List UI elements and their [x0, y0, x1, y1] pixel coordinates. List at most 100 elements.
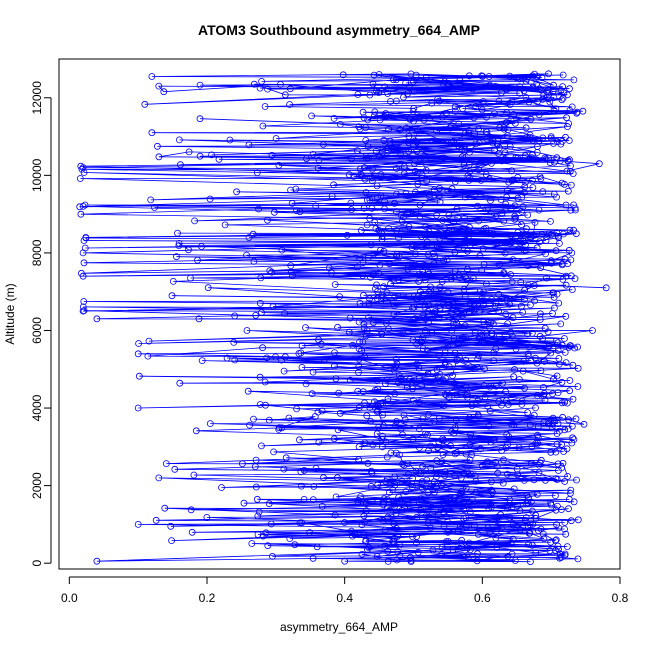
data-point — [360, 324, 368, 332]
data-point — [386, 137, 394, 145]
data-point — [537, 367, 545, 375]
data-point — [375, 269, 383, 277]
data-point — [379, 517, 387, 524]
data-point — [399, 292, 407, 300]
data-point — [363, 412, 371, 420]
data-point — [456, 77, 464, 84]
data-point — [453, 391, 461, 399]
data-point — [331, 511, 339, 519]
data-point — [347, 199, 355, 207]
data-point — [79, 202, 87, 210]
data-point — [423, 230, 431, 237]
data-point — [459, 153, 466, 161]
y-tick-label: 2000 — [30, 472, 44, 499]
data-point — [155, 153, 163, 161]
data-point — [486, 528, 494, 536]
data-point — [369, 441, 377, 449]
data-point — [451, 349, 459, 357]
y-axis: 0 2000 4000 6000 8000 10000 12000 — [30, 81, 52, 567]
data-point — [519, 237, 527, 245]
data-point — [376, 261, 384, 269]
data-point — [268, 151, 276, 159]
data-point — [231, 356, 239, 364]
data-point — [334, 426, 342, 434]
x-tick-label: 0.8 — [612, 591, 629, 605]
data-point — [345, 171, 353, 179]
data-point — [496, 144, 503, 152]
data-point — [450, 137, 458, 145]
data-point — [264, 542, 272, 550]
data-point — [546, 159, 554, 167]
data-point — [504, 156, 512, 164]
data-point — [422, 223, 430, 231]
data-point — [369, 80, 377, 88]
data-point — [435, 352, 443, 359]
data-point — [579, 107, 587, 115]
data-point — [359, 272, 367, 279]
data-point — [474, 355, 482, 363]
data-point — [363, 546, 371, 553]
data-point — [485, 73, 493, 80]
data-point — [538, 74, 546, 82]
data-point — [533, 244, 541, 252]
data-point — [466, 441, 474, 449]
data-point — [550, 293, 558, 301]
data-point — [391, 503, 398, 510]
data-point — [570, 498, 578, 506]
data-point — [428, 241, 436, 249]
data-point — [566, 156, 573, 164]
data-point — [495, 397, 503, 405]
data-point — [519, 230, 526, 238]
data-point — [536, 85, 543, 93]
data-point — [309, 150, 317, 158]
data-point — [428, 137, 436, 145]
data-point — [508, 550, 516, 558]
data-point — [424, 519, 432, 527]
data-point — [176, 379, 184, 387]
data-point — [361, 439, 369, 447]
data-point — [362, 189, 370, 196]
data-point — [541, 357, 548, 365]
data-point — [325, 264, 333, 272]
data-point — [433, 211, 440, 219]
data-point — [466, 456, 474, 464]
data-point — [286, 101, 294, 108]
data-point — [547, 134, 555, 142]
data-point — [474, 411, 482, 419]
data-point — [491, 110, 498, 118]
data-point — [562, 530, 570, 538]
data-point — [277, 81, 284, 88]
data-point — [208, 151, 216, 159]
data-point — [287, 262, 295, 270]
data-point — [516, 376, 523, 383]
data-point — [534, 433, 542, 441]
data-point — [258, 309, 265, 316]
data-point — [282, 454, 290, 462]
data-point — [187, 274, 194, 282]
data-point — [542, 250, 549, 258]
x-axis: 0.0 0.2 0.4 0.6 0.8 — [61, 576, 629, 605]
data-point — [566, 107, 574, 114]
data-point — [481, 365, 488, 373]
data-point — [461, 146, 469, 154]
data-point — [408, 533, 416, 540]
data-point — [377, 296, 385, 304]
data-point — [480, 339, 488, 347]
data-point — [564, 157, 572, 165]
data-point — [480, 318, 488, 326]
data-point — [444, 528, 452, 536]
data-point — [396, 541, 403, 549]
data-point — [168, 537, 176, 544]
data-point — [300, 495, 308, 503]
data-point — [497, 89, 505, 97]
data-point — [487, 486, 495, 494]
data-point — [373, 553, 381, 560]
data-point — [516, 89, 524, 97]
data-point — [374, 481, 382, 489]
data-point — [435, 192, 443, 200]
data-point — [465, 126, 473, 134]
data-point — [399, 213, 407, 221]
data-point — [445, 211, 453, 219]
data-point — [280, 367, 288, 375]
data-point — [568, 286, 576, 294]
